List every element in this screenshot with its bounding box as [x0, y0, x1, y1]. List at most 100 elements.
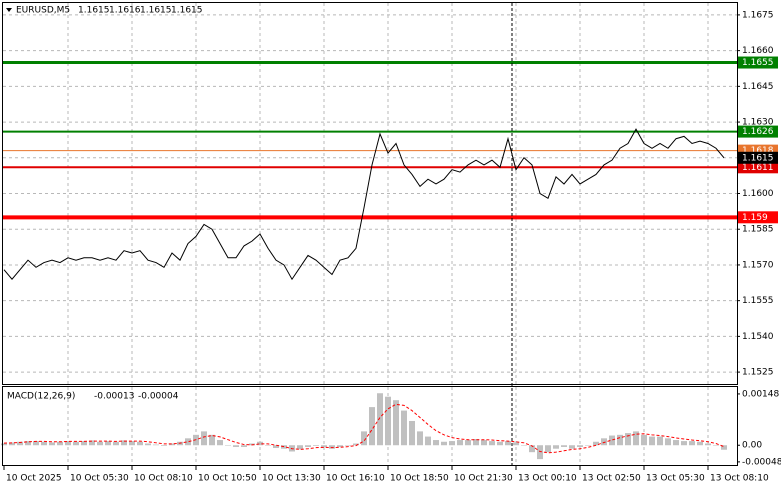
- macd-bar: [497, 441, 503, 446]
- level-label-box: [738, 161, 778, 174]
- macd-bar: [233, 445, 239, 447]
- y-tick-label: 1.1585: [742, 225, 774, 235]
- macd-bar: [537, 445, 543, 460]
- x-tick-label: 13 Oct 08:10: [710, 474, 769, 484]
- menu-arrow[interactable]: [6, 8, 12, 12]
- ohlc-value: 1.1615: [171, 6, 203, 16]
- macd-bar: [601, 438, 607, 446]
- y-tick-label: 1.1570: [742, 260, 774, 270]
- macd-bar: [49, 442, 55, 446]
- macd-bar: [201, 431, 207, 446]
- y-tick-label: 1.1555: [742, 296, 774, 306]
- macd-bar: [185, 438, 191, 446]
- macd-bar: [649, 436, 655, 446]
- x-tick-label: 10 Oct 05:30: [70, 474, 129, 484]
- level-label: 1.1655: [742, 58, 774, 68]
- macd-bar: [329, 445, 335, 449]
- macd-bar: [345, 445, 351, 446]
- y-tick-label: 1.1675: [742, 10, 774, 20]
- level-label-box: [738, 56, 778, 69]
- macd-bar: [257, 441, 263, 446]
- macd-bar: [121, 440, 127, 446]
- price-label-box: [738, 151, 778, 164]
- macd-bar: [97, 441, 103, 446]
- macd-bar: [65, 441, 71, 446]
- macd-bar: [265, 445, 271, 446]
- macd-bar: [513, 442, 519, 446]
- macd-bar: [57, 441, 63, 446]
- macd-bar: [633, 431, 639, 446]
- macd-value: -0.00013: [94, 392, 134, 402]
- x-tick-label: 13 Oct 00:10: [518, 474, 577, 484]
- y-tick-label: 1.1525: [742, 368, 774, 378]
- macd-bar: [425, 436, 431, 446]
- macd-bar: [561, 445, 567, 447]
- macd-bar: [89, 440, 95, 446]
- macd-bar: [409, 420, 415, 446]
- y-tick-label: 1.1645: [742, 82, 774, 92]
- macd-bar: [225, 445, 231, 446]
- price-label: 1.1615: [742, 153, 774, 163]
- macd-bar: [417, 431, 423, 446]
- macd-bar: [305, 445, 311, 447]
- ohlc-value: 1.1615: [78, 6, 110, 16]
- macd-bar: [657, 436, 663, 446]
- macd-bar: [9, 442, 15, 446]
- macd-bar: [473, 439, 479, 446]
- macd-bar: [217, 440, 223, 446]
- macd-bar: [617, 434, 623, 446]
- macd-bar: [465, 440, 471, 446]
- level-label: 1.1611: [742, 163, 774, 173]
- macd-bar: [577, 445, 583, 447]
- macd-bar: [385, 396, 391, 446]
- signal-line: [3, 403, 725, 454]
- macd-bar: [297, 445, 303, 450]
- ohlc-value: 1.1615: [140, 6, 172, 16]
- macd-bar: [241, 445, 247, 447]
- macd-bar: [505, 441, 511, 446]
- macd-bar: [401, 410, 407, 446]
- macd-bar: [449, 441, 455, 446]
- macd-bar: [145, 443, 151, 446]
- macd-bar: [529, 445, 535, 453]
- marks: [1, 61, 737, 460]
- macd-bar: [625, 433, 631, 446]
- macd-bar: [25, 441, 31, 446]
- macd-bar: [361, 431, 367, 446]
- macd-bar: [1, 443, 7, 446]
- y-tick-label: 1.1660: [742, 46, 774, 56]
- macd-bar: [41, 441, 47, 446]
- macd-title: MACD(12,26,9): [7, 392, 75, 402]
- macd-bar: [249, 443, 255, 446]
- macd-bar: [569, 445, 575, 449]
- macd-bar: [697, 441, 703, 446]
- macd-bar: [73, 441, 79, 446]
- macd-bar: [81, 441, 87, 446]
- macd-bar: [681, 441, 687, 446]
- x-tick-label: 13 Oct 02:50: [582, 474, 641, 484]
- macd-bar: [481, 440, 487, 446]
- x-tick-label: 10 Oct 2025: [6, 474, 62, 484]
- macd-bar: [353, 443, 359, 446]
- macd-bar: [457, 440, 463, 446]
- macd-bar: [153, 444, 159, 446]
- level-label: 1.159: [742, 213, 768, 223]
- x-tick-label: 10 Oct 16:10: [326, 474, 385, 484]
- macd-bar: [313, 445, 319, 446]
- x-tick-label: 10 Oct 18:50: [390, 474, 449, 484]
- macd-bar: [113, 441, 119, 446]
- symbol: EURUSD,M5: [16, 6, 70, 16]
- macd-bar: [393, 400, 399, 446]
- macd-bar: [545, 445, 551, 453]
- macd-bar: [321, 445, 327, 447]
- y-tick-label: 1.1630: [742, 118, 774, 128]
- macd-bar: [129, 441, 135, 446]
- macd-bar: [713, 445, 719, 446]
- price-line: [3, 128, 725, 281]
- x-tick-label: 10 Oct 10:50: [198, 474, 257, 484]
- macd-frame: [2, 386, 738, 466]
- macd-bar: [689, 441, 695, 446]
- level-label-box: [738, 211, 778, 224]
- macd-bar: [641, 434, 647, 446]
